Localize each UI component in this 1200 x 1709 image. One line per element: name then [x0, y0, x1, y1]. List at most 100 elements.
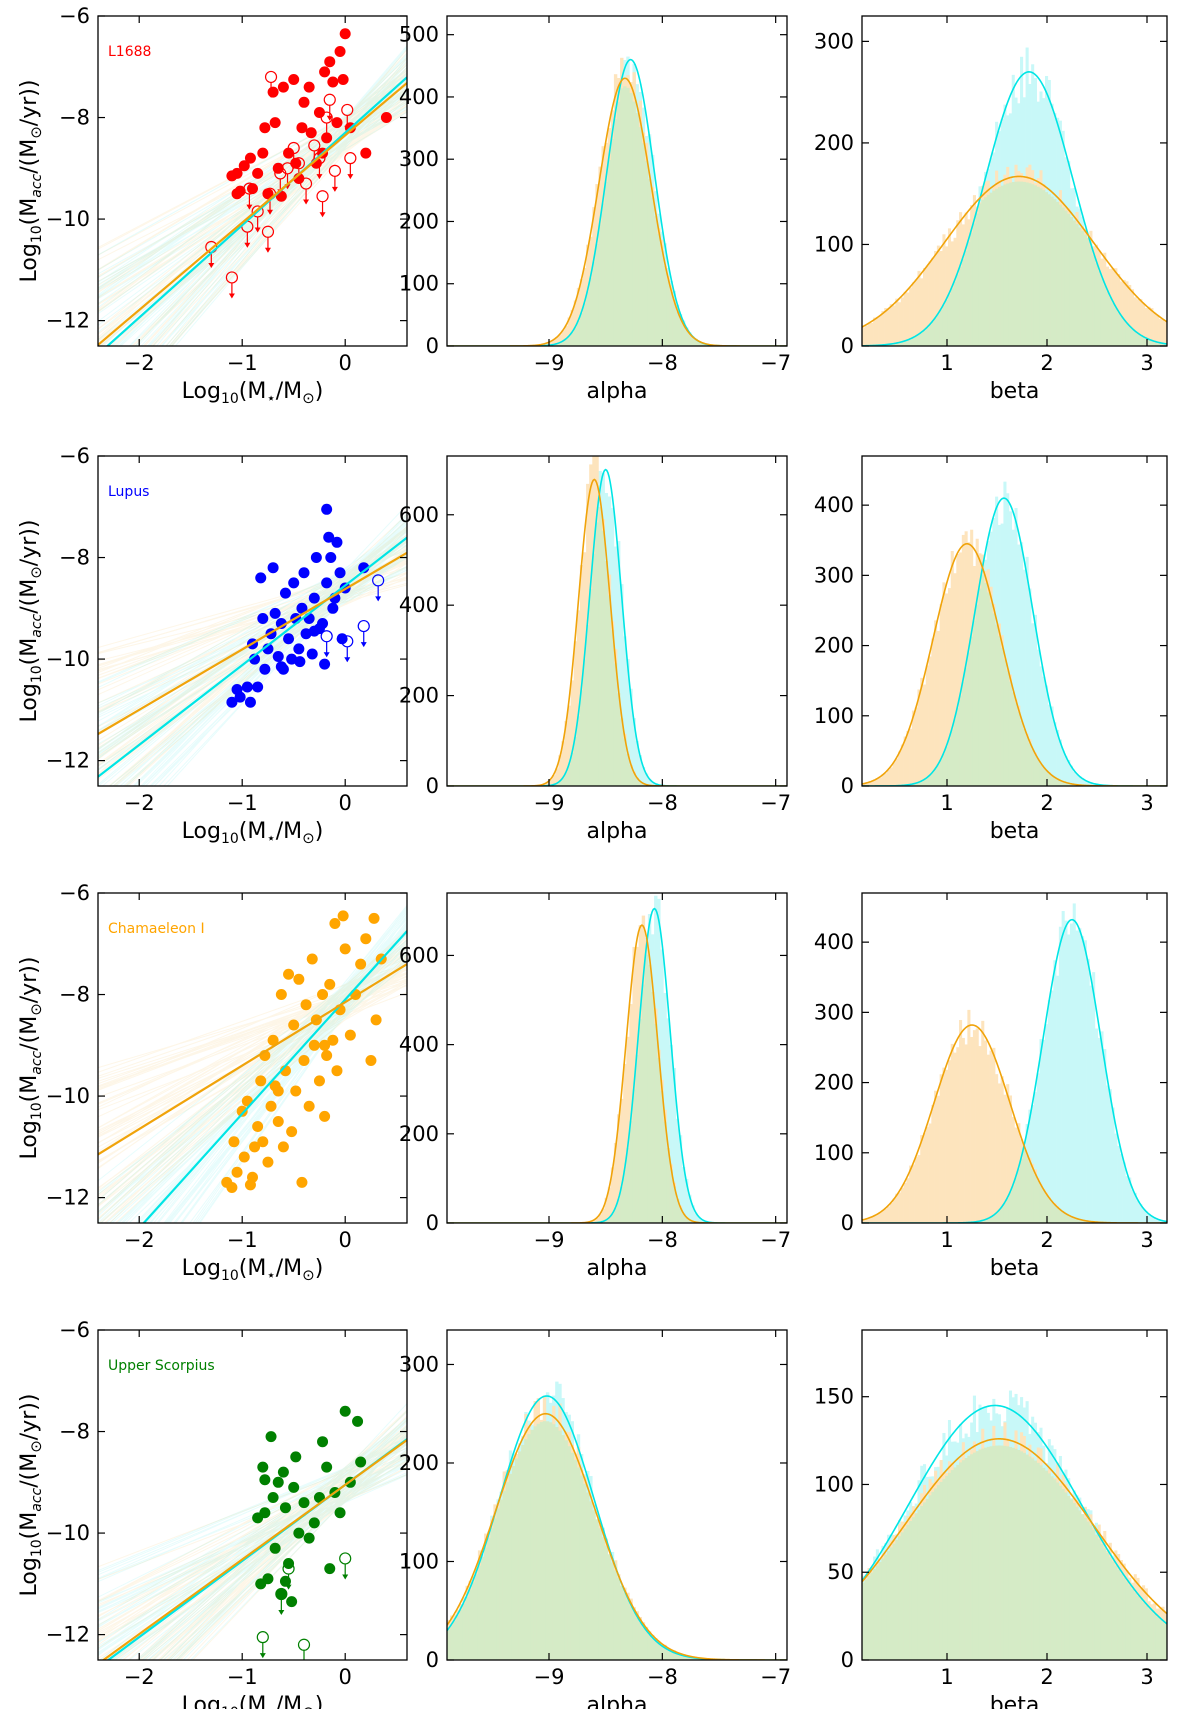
detection-point: [231, 1166, 243, 1178]
fit-sample-line: [98, 73, 407, 330]
histogram-overlap-bar: [995, 1213, 999, 1223]
gaussian-fit-cyan: [862, 1404, 1167, 1625]
histogram-bar: [911, 282, 915, 346]
fit-sample-line: [98, 522, 407, 751]
histogram-overlap-bar: [675, 311, 680, 346]
fit-sample-line: [98, 981, 407, 1144]
histogram-overlap: [964, 1148, 1107, 1223]
histogram-bar: [920, 1135, 924, 1223]
fit-sample-line: [161, 46, 407, 346]
histogram-overlap-bar: [672, 1652, 677, 1660]
histogram-overlap-bar: [1031, 184, 1035, 346]
x-tick-label: −7: [760, 351, 791, 375]
histogram-overlap-bar: [975, 604, 979, 786]
fit-sample-line: [165, 48, 407, 346]
y-axis-label-acc: acc: [29, 1487, 45, 1511]
histogram-overlap-bar: [1000, 1445, 1004, 1660]
fit-sample-line: [98, 101, 407, 315]
detection-point: [279, 1502, 291, 1514]
detection-point: [249, 653, 261, 665]
histogram-overlap-bar: [573, 1459, 578, 1660]
histogram-overlap: [542, 86, 720, 346]
histogram-bar: [576, 287, 581, 346]
detection-point: [226, 1181, 238, 1193]
histogram-bar: [1072, 771, 1076, 786]
fit-sample-line: [98, 1473, 407, 1603]
histogram-bar: [873, 317, 877, 346]
fit-sample-line: [114, 1453, 407, 1660]
detection-point: [290, 1085, 302, 1097]
fit-sample-line: [160, 75, 407, 346]
histogram-overlap-bar: [867, 1575, 871, 1660]
histogram-overlap-bar: [903, 340, 907, 346]
fit-sample-line: [98, 964, 407, 1213]
histogram-overlap-bar: [1036, 759, 1040, 786]
gaussian-fit-cyan: [862, 71, 1167, 346]
histogram-overlap-bar: [663, 265, 667, 346]
histogram-bar: [610, 1167, 615, 1223]
histogram-overlap-bar: [613, 119, 618, 346]
histogram-bar: [697, 1216, 701, 1223]
upper-limit-point: [256, 1631, 269, 1644]
histogram-bar: [1136, 1200, 1140, 1223]
upper-limit-point: [316, 190, 329, 203]
detection-point: [252, 167, 264, 179]
x-tick-label: −9: [534, 351, 565, 375]
histogram-overlap-bar: [986, 592, 990, 786]
x-axis-label-m: (M: [239, 1693, 267, 1709]
histogram-bar: [675, 1118, 680, 1223]
detection-point: [298, 567, 310, 579]
histogram-overlap-bar: [493, 1518, 497, 1660]
detection-point: [283, 968, 295, 980]
fit-sample-line: [98, 549, 407, 780]
fit-sample-line: [182, 1431, 407, 1660]
y-tick-label: 50: [827, 1560, 854, 1584]
histogram-bar: [917, 270, 921, 346]
histogram-bar: [939, 250, 943, 346]
fit-sample-line: [98, 992, 407, 1111]
fit-sample-line: [153, 519, 407, 786]
histogram-bar: [939, 604, 943, 786]
fit-sample-line: [114, 546, 407, 786]
y-tick-label: −10: [46, 1084, 90, 1108]
histogram-bar: [989, 1050, 993, 1223]
histogram-overlap-bar: [972, 1452, 976, 1660]
histogram-overlap-bar: [886, 1551, 891, 1660]
upper-limit-point: [264, 70, 278, 84]
axes-frame: [97, 892, 408, 1224]
histogram-overlap-bar: [626, 1599, 630, 1660]
detection-point: [298, 1497, 310, 1509]
histogram-bar: [1081, 777, 1085, 786]
fit-sample-line: [98, 1459, 407, 1654]
fit-sample-line: [98, 985, 407, 1098]
histogram-overlap-bar: [892, 343, 896, 346]
y-axis-label-sub: 10: [29, 665, 45, 683]
histogram-panel-5: 1 2 3 0 100 200 300 400 beta: [814, 455, 1168, 844]
x-tick-label: 1: [940, 351, 953, 375]
histogram-bar: [1153, 312, 1157, 346]
detection-point: [265, 1431, 277, 1443]
fit-sample-line: [166, 522, 407, 786]
fit-sample-line: [98, 80, 407, 256]
detection-point: [331, 536, 343, 548]
axes-frame: [97, 1329, 408, 1661]
fit-sample-line: [141, 1418, 407, 1660]
histogram-bar: [925, 665, 929, 786]
histogram-overlap-bar: [1047, 1198, 1051, 1223]
histogram-overlap-bar: [617, 1578, 621, 1660]
histogram-bar: [1033, 614, 1037, 786]
histogram-overlap-bar: [1092, 255, 1096, 346]
upper-limit-arrowhead: [316, 174, 323, 180]
histogram-overlap-bar: [623, 1169, 627, 1223]
histogram-overlap-bar: [975, 1451, 979, 1660]
histogram-bar: [936, 1095, 940, 1223]
histogram-bar: [903, 736, 907, 786]
histogram-overlap-bar: [691, 337, 695, 346]
histogram-overlap-bar: [1039, 188, 1043, 346]
fit-sample-line: [128, 957, 407, 1223]
histogram-overlap-bar: [607, 1217, 612, 1223]
detection-point: [324, 1563, 336, 1575]
histogram-overlap-bar: [1103, 285, 1107, 346]
histogram-overlap-bar: [1036, 1462, 1040, 1660]
histogram-bar: [647, 778, 652, 786]
